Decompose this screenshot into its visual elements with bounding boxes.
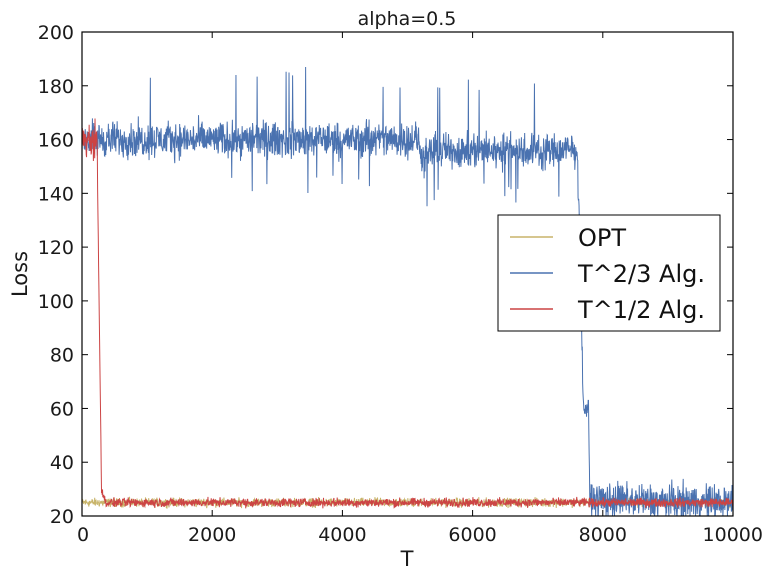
y-tick-label: 160 [38,130,74,152]
x-tick-label: 10000 [703,524,763,546]
y-tick-label: 20 [50,506,74,528]
series-lines [81,67,734,517]
legend-label-1: T^2/3 Alg. [577,260,705,288]
y-tick-label: 60 [50,398,74,420]
series-line-2 [81,118,734,509]
x-tick-label: 6000 [448,524,496,546]
y-tick-label: 100 [38,291,74,313]
legend-label-2: T^1/2 Alg. [577,296,705,324]
y-tick-label: 120 [38,237,74,259]
y-tick-label: 140 [38,183,74,205]
series-line-1 [81,67,734,517]
y-tick-label: 200 [38,22,74,44]
x-tick-label: 4000 [318,524,366,546]
plot-frame [81,31,734,517]
x-axis-title: T [400,547,414,571]
y-tick-label: 80 [50,345,74,367]
chart-title: alpha=0.5 [358,8,457,30]
legend-label-0: OPT [578,224,626,252]
y-tick-label: 180 [38,76,74,98]
y-tick-label: 40 [50,452,74,474]
axis-ticks: 0 2000 4000 6000 8000 10000 20 40 60 80 100 120 140 1… [38,22,763,546]
legend: OPT T^2/3 Alg. T^1/2 Alg. [497,214,721,332]
x-tick-label: 0 [77,524,89,546]
x-tick-label: 2000 [188,524,236,546]
x-tick-label: 8000 [579,524,627,546]
y-axis-title: Loss [8,251,32,297]
